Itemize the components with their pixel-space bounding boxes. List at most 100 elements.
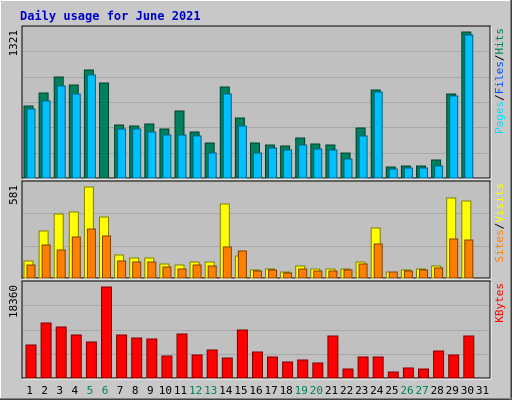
x-tick-label: 30 bbox=[461, 384, 474, 397]
bar-sites bbox=[222, 246, 232, 279]
bar-files bbox=[41, 100, 51, 179]
x-tick-label: 16 bbox=[249, 384, 262, 397]
bar-kbytes bbox=[221, 357, 233, 379]
bar-sites bbox=[56, 249, 66, 279]
bar-kbytes bbox=[312, 362, 324, 379]
bar-files bbox=[403, 167, 413, 179]
bar-sites bbox=[388, 271, 398, 279]
bar-kbytes bbox=[418, 368, 429, 379]
bar-kbytes bbox=[448, 354, 460, 379]
x-tick-label: 19 bbox=[295, 384, 308, 397]
bar-kbytes bbox=[191, 354, 203, 379]
x-tick-label: 15 bbox=[234, 384, 247, 397]
bar-files bbox=[313, 148, 323, 179]
x-tick-label: 6 bbox=[102, 384, 109, 397]
legend-entry: Files bbox=[493, 61, 506, 94]
bar-sites bbox=[419, 269, 428, 279]
bar-sites bbox=[177, 268, 187, 279]
bar-sites bbox=[298, 268, 308, 279]
bar-kbytes bbox=[387, 371, 399, 379]
bar-sites bbox=[26, 264, 36, 279]
bar-files bbox=[207, 152, 217, 179]
bar-files bbox=[268, 147, 277, 179]
bar-sites bbox=[147, 261, 157, 279]
x-tick-label: 1 bbox=[26, 384, 33, 397]
legend-entry: Hits bbox=[493, 28, 506, 55]
panel-kbytes: 18360 KBytes bbox=[7, 280, 506, 380]
bar-files bbox=[358, 135, 368, 179]
bar-files bbox=[253, 152, 262, 179]
legend: Sites/Visits bbox=[493, 183, 506, 263]
legend-entry: Sites bbox=[493, 229, 506, 262]
panel-visits-sites: 581 Sites/Visits bbox=[7, 180, 506, 280]
chart-title: Daily usage for June 2021 bbox=[20, 9, 201, 23]
legend: KBytes bbox=[493, 283, 506, 323]
bar-files bbox=[343, 158, 353, 179]
bar-sites bbox=[449, 238, 459, 279]
bar-sites bbox=[162, 266, 172, 279]
bar-kbytes bbox=[463, 335, 475, 379]
bar-files bbox=[26, 108, 36, 179]
bar-kbytes bbox=[402, 367, 414, 379]
x-tick-label: 5 bbox=[87, 384, 94, 397]
bar-kbytes bbox=[327, 335, 339, 379]
x-tick-label: 31 bbox=[476, 384, 489, 397]
x-tick-label: 28 bbox=[431, 384, 444, 397]
bar-kbytes bbox=[176, 333, 188, 379]
bar-files bbox=[147, 131, 157, 179]
bar-files bbox=[434, 165, 444, 179]
x-tick-label: 13 bbox=[204, 384, 217, 397]
bar-kbytes bbox=[25, 344, 37, 379]
x-tick-label: 11 bbox=[174, 384, 187, 397]
bar-kbytes bbox=[206, 349, 218, 379]
bar-kbytes bbox=[161, 355, 173, 379]
x-tick-label: 24 bbox=[370, 384, 384, 397]
x-tick-label: 3 bbox=[56, 384, 63, 397]
x-tick-label: 12 bbox=[189, 384, 202, 397]
bar-files bbox=[373, 91, 383, 179]
bar-kbytes bbox=[131, 337, 143, 379]
bar-files bbox=[56, 85, 66, 179]
bar-files bbox=[192, 135, 202, 179]
bar-sites bbox=[192, 264, 202, 279]
bar-files bbox=[283, 149, 293, 179]
y-max-label: 581 bbox=[7, 185, 20, 205]
x-tick-label: 26 bbox=[400, 384, 413, 397]
bar-sites bbox=[313, 270, 323, 279]
bar-hits bbox=[99, 82, 109, 179]
legend-entry: / bbox=[493, 223, 506, 230]
bar-sites bbox=[132, 261, 142, 279]
bar-files bbox=[86, 74, 96, 179]
y-max-label: 1321 bbox=[7, 30, 20, 57]
bar-sites bbox=[102, 235, 111, 279]
x-tick-label: 10 bbox=[159, 384, 172, 397]
x-tick-label: 22 bbox=[340, 384, 353, 397]
y-max-label: 18360 bbox=[7, 285, 20, 318]
bar-kbytes bbox=[116, 334, 128, 379]
x-tick-label: 7 bbox=[117, 384, 124, 397]
bar-files bbox=[449, 95, 459, 179]
x-tick-label: 21 bbox=[325, 384, 338, 397]
x-tick-label: 20 bbox=[310, 384, 323, 397]
bar-sites bbox=[343, 269, 353, 279]
x-tick-label: 14 bbox=[219, 384, 233, 397]
bar-sites bbox=[328, 270, 338, 279]
bar-kbytes bbox=[146, 338, 158, 379]
x-tick-label: 25 bbox=[385, 384, 398, 397]
bar-files bbox=[177, 134, 187, 179]
bar-files bbox=[419, 167, 428, 179]
bar-sites bbox=[358, 263, 368, 279]
bar-sites bbox=[434, 267, 444, 279]
bar-kbytes bbox=[252, 351, 263, 379]
x-tick-label: 8 bbox=[132, 384, 139, 397]
bar-sites bbox=[207, 265, 217, 279]
bar-sites bbox=[403, 270, 413, 279]
bar-files bbox=[298, 144, 308, 179]
bar-sites bbox=[253, 270, 262, 279]
legend-entry: / bbox=[493, 55, 506, 62]
bar-sites bbox=[71, 236, 81, 279]
bar-sites bbox=[373, 243, 383, 279]
bar-files bbox=[388, 168, 398, 179]
bar-files bbox=[71, 93, 81, 179]
